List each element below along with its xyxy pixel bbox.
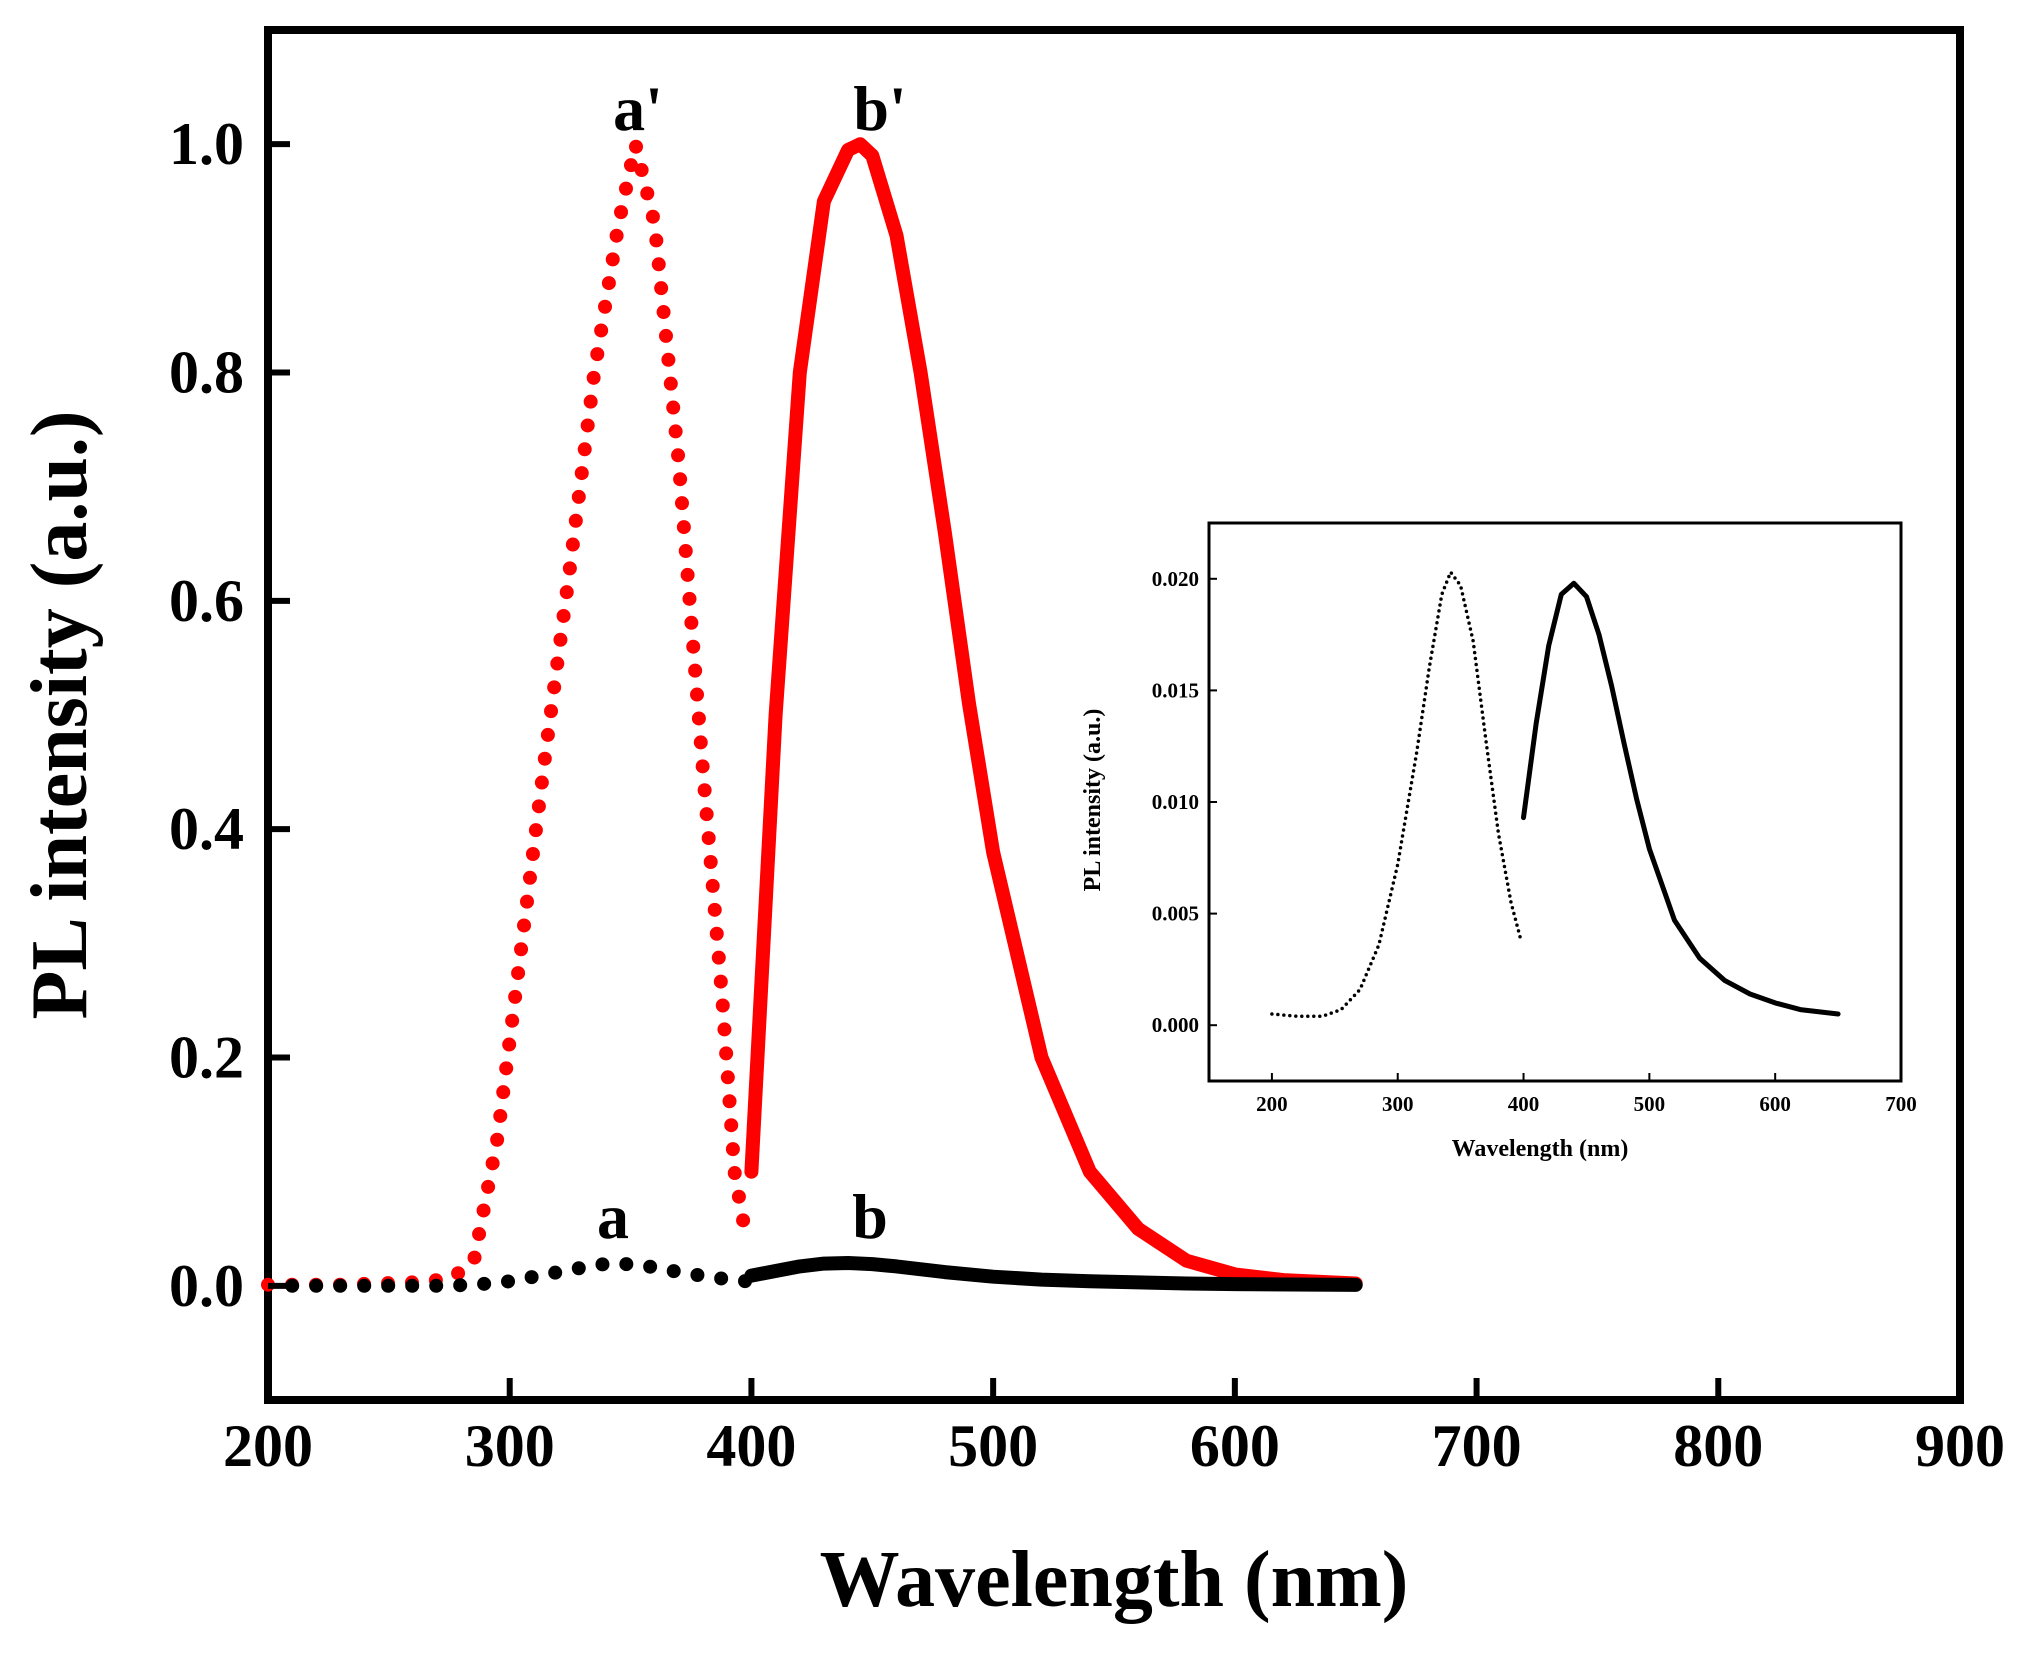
inset-x-axis: 200 300 400 500 600 700 xyxy=(1256,1073,1917,1116)
main-x-tick-label: 800 xyxy=(1673,1413,1763,1479)
main-x-axis-title: Wavelength (nm) xyxy=(820,1536,1409,1624)
inset-y-tick-label: 0.010 xyxy=(1152,790,1199,814)
curve-label-b: b xyxy=(852,1181,888,1252)
inset-y-axis-title: PL intensity (a.u.) xyxy=(1080,709,1106,892)
main-y-tick-label: 0.2 xyxy=(169,1025,244,1091)
curve-label-a: a xyxy=(597,1181,629,1252)
inset-y-tick-label: 0.015 xyxy=(1152,678,1199,702)
main-y-tick-label: 0.4 xyxy=(169,796,244,862)
inset-x-tick-label: 300 xyxy=(1382,1092,1414,1116)
main-series-b xyxy=(744,1256,1363,1292)
main-series-a xyxy=(285,1256,754,1293)
main-x-tick-label: 700 xyxy=(1432,1413,1522,1479)
main-x-axis: 200 300 400 500 600 700 800 900 xyxy=(223,1378,2005,1479)
main-plot-curves xyxy=(261,137,1363,1293)
inset-plot-background xyxy=(1209,523,1901,1081)
main-y-tick-label: 0.8 xyxy=(169,340,244,406)
inset-series-excitation xyxy=(1270,570,1523,1019)
inset-x-tick-label: 600 xyxy=(1759,1092,1791,1116)
main-x-tick-label: 500 xyxy=(948,1413,1038,1479)
main-y-axis-title: PL intensity (a.u.) xyxy=(16,411,104,1020)
inset-x-tick-label: 200 xyxy=(1256,1092,1288,1116)
curve-label-a-prime: a' xyxy=(613,73,663,144)
main-x-tick-label: 400 xyxy=(706,1413,796,1479)
inset-y-tick-label: 0.000 xyxy=(1152,1013,1199,1037)
inset-series-emission xyxy=(1521,580,1841,1017)
inset-y-tick-label: 0.020 xyxy=(1152,567,1199,591)
inset-x-tick-label: 500 xyxy=(1634,1092,1666,1116)
inset-plot-curves xyxy=(1270,570,1841,1019)
main-x-tick-label: 900 xyxy=(1915,1413,2005,1479)
curve-label-b-prime: b' xyxy=(853,73,906,144)
inset-plot: 200 300 400 500 600 700 0.0000.0050.0100.0150… xyxy=(1080,521,1917,1162)
main-series-a-prime xyxy=(261,137,754,1292)
main-x-tick-label: 600 xyxy=(1190,1413,1280,1479)
inset-x-tick-label: 400 xyxy=(1508,1092,1540,1116)
main-series-b-prime xyxy=(744,137,1363,1291)
main-x-tick-label: 200 xyxy=(223,1413,313,1479)
main-x-tick-label: 300 xyxy=(465,1413,555,1479)
main-y-tick-label: 0.0 xyxy=(169,1253,244,1319)
inset-y-tick-label: 0.005 xyxy=(1152,902,1199,926)
main-plot: 200 300 400 500 600 700 800 900 0.0 0.2 0.4 0.6 0.8… xyxy=(16,26,2005,1624)
main-y-axis: 0.0 0.2 0.4 0.6 0.8 1.0 xyxy=(169,111,290,1319)
inset-y-axis: 0.000 0.005 0.010 0.015 0.020 xyxy=(1152,567,1217,1037)
main-y-tick-label: 0.6 xyxy=(169,568,244,634)
inset-x-axis-title: Wavelength (nm) xyxy=(1452,1136,1629,1162)
inset-x-tick-label: 700 xyxy=(1885,1092,1917,1116)
main-y-tick-label: 1.0 xyxy=(169,111,244,177)
main-plot-frame xyxy=(264,26,1964,1404)
